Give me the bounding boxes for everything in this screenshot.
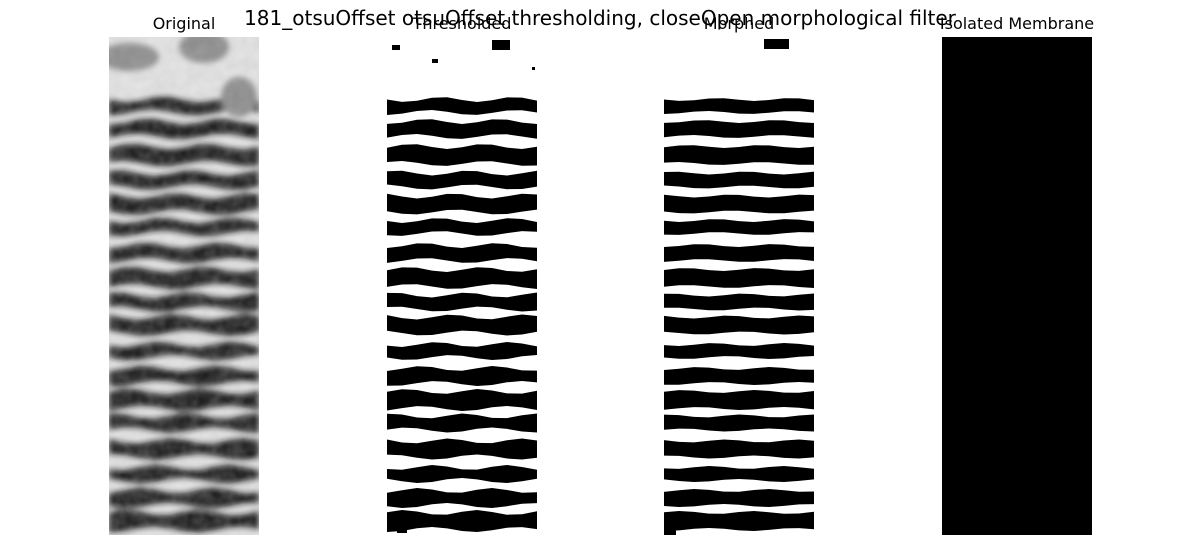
panel-thresholded <box>387 37 537 535</box>
figure-title: 181_otsuOffset otsuOffset thresholding, … <box>244 6 956 30</box>
panel-title-original: Original <box>152 14 216 33</box>
binary-band <box>387 366 537 386</box>
panel-isolated <box>942 37 1092 535</box>
binary-band <box>387 389 537 411</box>
morphed-band <box>664 194 814 214</box>
binary-band <box>387 292 537 312</box>
binary-band <box>387 413 537 433</box>
morphed-band <box>664 489 814 507</box>
morphed-band <box>664 268 814 288</box>
morphed-band <box>664 145 814 165</box>
binary-band <box>387 119 537 139</box>
noise-speck <box>397 527 407 533</box>
isolated-image <box>942 37 1092 535</box>
panel-title-thresholded: Thresholded <box>412 14 512 33</box>
morphed-band <box>664 293 814 311</box>
binary-band <box>387 314 537 336</box>
thresholded-image <box>387 37 537 535</box>
morphed-band <box>664 219 814 235</box>
morphed-band <box>664 414 814 432</box>
original-image <box>109 37 259 535</box>
morphed-band <box>664 120 814 138</box>
binary-band <box>387 510 537 532</box>
morphed-band <box>664 367 814 385</box>
morphed-band <box>664 171 814 189</box>
noise-speck <box>392 45 400 50</box>
binary-band <box>387 193 537 215</box>
binary-band <box>387 97 537 115</box>
noise-speck <box>432 59 438 63</box>
morphed-band <box>664 511 814 531</box>
binary-band <box>387 170 537 190</box>
morphed-band <box>664 466 814 482</box>
morphed-band <box>664 98 814 114</box>
binary-band <box>387 144 537 166</box>
morphed-band <box>664 315 814 335</box>
noise-speck <box>532 67 535 70</box>
binary-band <box>387 465 537 483</box>
noise-speck <box>492 40 510 50</box>
morphed-image <box>664 37 814 535</box>
panel-original <box>109 37 259 535</box>
binary-band <box>387 342 537 360</box>
morphed-band <box>664 390 814 410</box>
noise-speck <box>527 519 531 524</box>
morphed-band <box>664 439 814 459</box>
binary-band <box>387 267 537 289</box>
binary-band <box>387 438 537 460</box>
binary-band <box>387 218 537 236</box>
panel-title-isolated: Isolated Membrane <box>939 14 1095 33</box>
binary-band <box>387 488 537 508</box>
panel-morphed <box>664 37 814 535</box>
morphed-blob <box>764 39 789 49</box>
binary-band <box>387 243 537 263</box>
morphed-band <box>664 244 814 262</box>
panel-title-morphed: Morphed <box>703 14 775 33</box>
morphed-blob <box>664 525 676 535</box>
morphed-band <box>664 343 814 359</box>
